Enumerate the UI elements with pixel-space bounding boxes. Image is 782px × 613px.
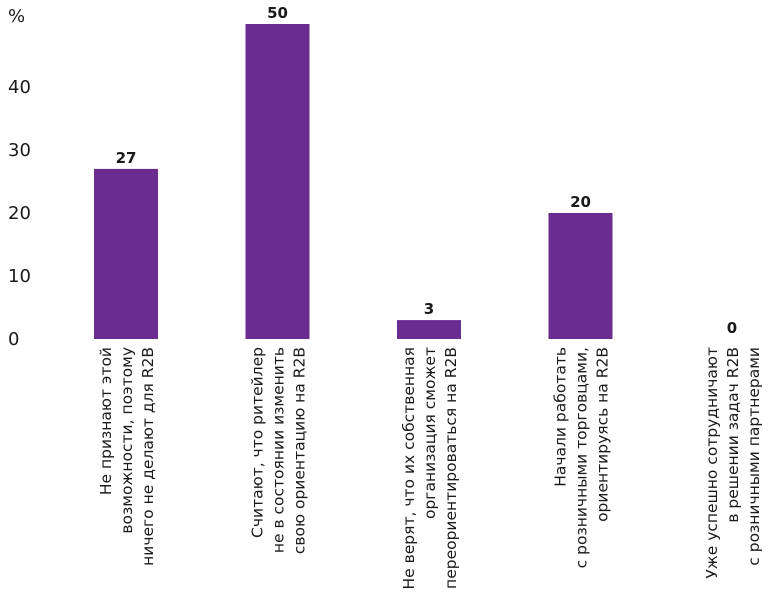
bar (548, 213, 613, 339)
category-label: Начали работать с розничными торговцами, о… (552, 347, 612, 568)
data-label: 3 (424, 300, 434, 318)
category-label-line: Считают, что ритейлер (249, 347, 267, 538)
category-label-line: свою ориентацию на R2B (291, 347, 309, 554)
bar (245, 24, 310, 339)
data-label: 0 (727, 319, 737, 337)
y-axis-unit-label: % (8, 6, 25, 27)
value-labels: 27 50 3 20 0 (116, 4, 738, 337)
y-tick-label: 40 (8, 77, 31, 98)
category-label: Не признают этой возможности, поэтому ниче… (97, 347, 157, 566)
category-label-line: в решении задач R2B (724, 347, 742, 523)
y-tick-label: 0 (8, 329, 19, 350)
data-label: 27 (116, 149, 137, 167)
y-tick-label: 20 (8, 203, 31, 224)
category-label-line: с розничными торговцами, (573, 347, 591, 568)
category-label: Считают, что ритейлер не в состоянии изме… (249, 347, 309, 554)
category-label-line: не в состоянии изменить (270, 347, 288, 553)
category-label-line: организация сможет (421, 347, 439, 519)
category-label-line: возможности, поэтому (118, 347, 136, 534)
bar (94, 168, 158, 339)
category-label-line: Уже успешно сотрудничают (703, 347, 721, 579)
data-label: 50 (267, 4, 288, 22)
category-label-line: Не признают этой (97, 347, 115, 495)
data-label: 20 (570, 193, 591, 211)
bars (94, 24, 613, 339)
category-label-line: переориентироваться на R2B (442, 347, 460, 589)
category-label-line: Начали работать (552, 347, 570, 487)
category-label: Не верят, что их собственная организация … (400, 347, 460, 589)
y-axis-ticks: 0 10 20 30 40 (8, 77, 31, 350)
category-labels: Не признают этой возможности, поэтому ниче… (97, 347, 763, 589)
category-label-line: Не верят, что их собственная (400, 347, 418, 589)
y-tick-label: 10 (8, 266, 31, 287)
category-label: Уже успешно сотрудничают в решении задач … (703, 347, 763, 579)
bar (397, 320, 461, 339)
y-tick-label: 30 (8, 140, 31, 161)
category-label-line: ничего не делают для R2B (139, 347, 157, 566)
category-label-line: с розничными партнерами (745, 347, 763, 566)
category-label-line: ориентируясь на R2B (594, 347, 612, 522)
